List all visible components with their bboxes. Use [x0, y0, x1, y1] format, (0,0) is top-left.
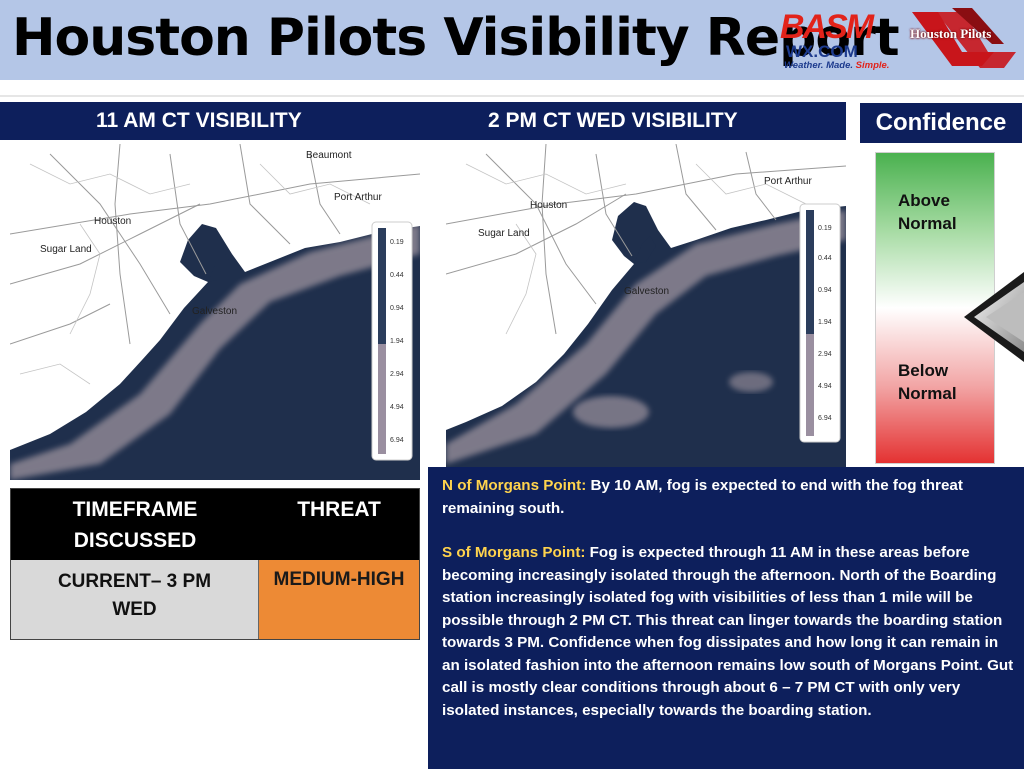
legend-value: 0.94 — [390, 305, 404, 312]
legend-value: 6.94 — [818, 415, 832, 422]
basm-logo-site: WX.COM — [786, 42, 858, 61]
timeframe-line1: CURRENT– 3 PM — [57, 571, 212, 592]
visibility-map-11am: 0.19 0.44 0.94 1.94 2.94 4.94 6.94 Beaum… — [10, 144, 420, 480]
map-label-houston: Houston — [530, 200, 567, 211]
basm-tagline-part1: Weather. Made. — [784, 60, 856, 71]
houston-pilots-logo-text: Houston Pilots — [910, 26, 992, 41]
confidence-title: Confidence — [860, 103, 1022, 143]
confidence-pointer-icon — [960, 272, 1024, 362]
map-label-port-arthur: Port Arthur — [764, 176, 812, 187]
map-label-sugar-land: Sugar Land — [478, 228, 530, 239]
south-paragraph: S of Morgans Point: Fog is expected thro… — [442, 542, 1014, 722]
basm-logo-letters: BASM — [780, 8, 874, 46]
map-label-sugar-land: Sugar Land — [40, 244, 92, 255]
basm-logo-tagline: Weather. Made. Simple. — [784, 60, 908, 71]
legend-value: 0.94 — [818, 287, 832, 294]
legend-value: 0.44 — [818, 255, 832, 262]
header-band — [0, 0, 1024, 80]
legend-value: 1.94 — [390, 338, 404, 345]
legend-value: 0.19 — [390, 239, 404, 246]
confidence-meter: Above Normal Below Normal — [875, 152, 995, 464]
north-text: By 10 AM, fog is expected to end with th… — [442, 477, 963, 517]
confidence-below-normal: Below Normal — [898, 359, 957, 405]
map-label-beaumont: Beaumont — [306, 150, 352, 161]
forecast-discussion: N of Morgans Point: By 10 AM, fog is exp… — [428, 467, 1024, 769]
basm-tagline-part2: Simple. — [855, 60, 890, 71]
map-label-galveston: Galveston — [192, 306, 237, 317]
legend-value: 0.19 — [818, 225, 832, 232]
timeframe-header: TIMEFRAME DISCUSSED — [11, 494, 259, 556]
map-label-port-arthur: Port Arthur — [334, 192, 382, 203]
confidence-above-line1: Above — [898, 191, 950, 210]
map-heading-2pm: 2 PM CT WED VISIBILITY — [488, 109, 738, 132]
south-lead: S of Morgans Point: — [442, 544, 586, 561]
legend-value: 4.94 — [390, 404, 404, 411]
legend-value: 1.94 — [818, 319, 832, 326]
threat-table-row: CURRENT– 3 PM WED MEDIUM-HIGH — [11, 560, 419, 639]
threat-value-cell: MEDIUM-HIGH — [259, 560, 419, 639]
map-heading-11am: 11 AM CT VISIBILITY — [96, 109, 302, 132]
legend-value: 2.94 — [390, 371, 404, 378]
basm-logo: BASM WX.COM Weather. Made. Simple. — [780, 10, 908, 74]
threat-table: TIMEFRAME DISCUSSED THREAT CURRENT– 3 PM… — [10, 488, 420, 640]
map-label-houston: Houston — [94, 216, 131, 227]
divider — [0, 95, 1024, 97]
confidence-above-normal: Above Normal — [898, 189, 957, 235]
threat-header: THREAT — [297, 498, 381, 521]
houston-pilots-emblem-icon — [912, 8, 1016, 68]
timeframe-cell: CURRENT– 3 PM WED — [11, 560, 259, 639]
timeframe-header-line1: TIMEFRAME — [72, 498, 198, 521]
confidence-below-line1: Below — [898, 361, 949, 380]
timeframe-line2: WED — [112, 599, 157, 620]
houston-pilots-logo: Houston Pilots — [908, 4, 1020, 74]
map-label-galveston: Galveston — [624, 286, 669, 297]
threat-table-header: TIMEFRAME DISCUSSED THREAT — [11, 489, 419, 560]
legend-value: 4.94 — [818, 383, 832, 390]
timeframe-header-line2: DISCUSSED — [73, 529, 197, 552]
north-lead: N of Morgans Point: — [442, 477, 587, 494]
confidence-below-line2: Normal — [898, 384, 957, 403]
north-paragraph: N of Morgans Point: By 10 AM, fog is exp… — [442, 475, 1014, 520]
legend-value: 0.44 — [390, 272, 404, 279]
legend-value: 6.94 — [390, 437, 404, 444]
visibility-map-2pm: 0.19 0.44 0.94 1.94 2.94 4.94 6.94 Port … — [446, 144, 846, 480]
page-title: Houston Pilots Visibility Report — [12, 8, 900, 68]
confidence-above-line2: Normal — [898, 214, 957, 233]
maps-header-bar: 11 AM CT VISIBILITY 2 PM CT WED VISIBILI… — [0, 102, 846, 140]
legend-value: 2.94 — [818, 351, 832, 358]
south-text: Fog is expected through 11 AM in these a… — [442, 544, 1014, 719]
